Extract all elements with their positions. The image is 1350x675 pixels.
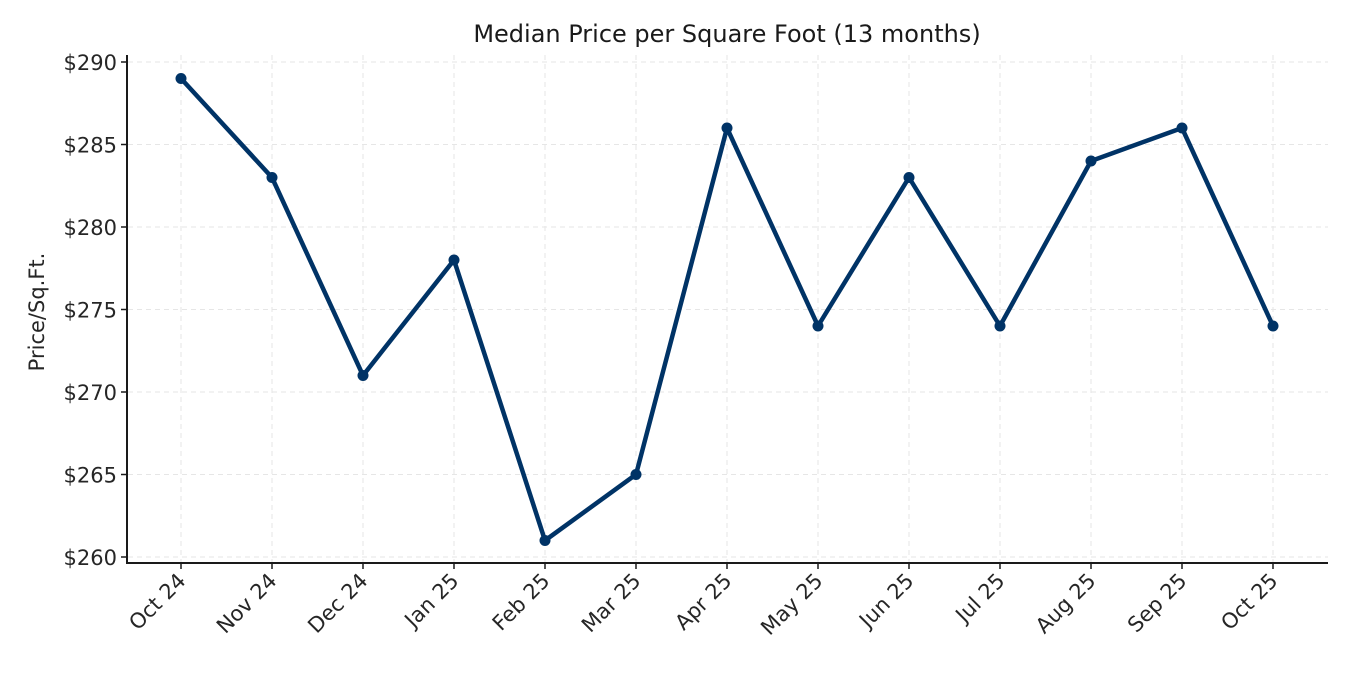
y-axis-ticks: $260 $265 $270 $275 $280 $285 $290 [64,51,127,570]
y-tick-label: $260 [64,546,117,570]
x-tick-label: Oct 24 [124,569,190,635]
x-tick-label: Mar 25 [577,569,646,638]
data-point-marker [903,172,915,183]
x-tick-label: Aug 25 [1031,569,1101,639]
x-tick-label: Feb 25 [488,569,555,636]
y-axis-label: Price/Sq.Ft. [25,253,49,372]
x-tick-label: Jun 25 [853,569,918,634]
data-point-marker [357,370,369,381]
x-tick-label: Apr 25 [670,569,736,635]
y-tick-label: $290 [64,51,117,75]
data-point-marker [266,172,278,183]
x-gridlines [180,55,1274,562]
x-tick-label: Dec 24 [303,569,372,638]
x-tick-label: Oct 25 [1216,569,1282,635]
x-tick-label: Jul 25 [950,569,1010,629]
data-series [175,73,1279,546]
y-tick-label: $275 [64,299,117,323]
data-point-marker [1085,155,1097,167]
x-tick-label: Nov 24 [212,569,282,639]
data-point-marker [812,320,824,332]
y-tick-label: $285 [64,134,117,158]
x-tick-label: Jan 25 [399,569,464,634]
data-point-marker [175,73,187,84]
data-point-marker [539,535,551,546]
data-point-marker [994,320,1006,332]
x-tick-label: Sep 25 [1123,569,1192,638]
data-point-marker [1176,122,1188,134]
y-tick-label: $265 [64,464,117,488]
x-tick-label: May 25 [756,569,827,640]
chart-title: Median Price per Square Foot (13 months) [473,20,980,48]
y-tick-label: $270 [64,381,117,405]
data-point-marker [448,254,460,266]
data-point-marker [721,122,733,134]
data-point-marker [630,469,642,480]
data-point-marker [1267,320,1279,332]
y-gridlines [128,61,1328,558]
y-tick-label: $280 [64,216,117,240]
x-axis-ticks: Oct 24 Nov 24 Dec 24 Jan 25 Feb 25 Mar 25 Apr … [124,563,1283,640]
